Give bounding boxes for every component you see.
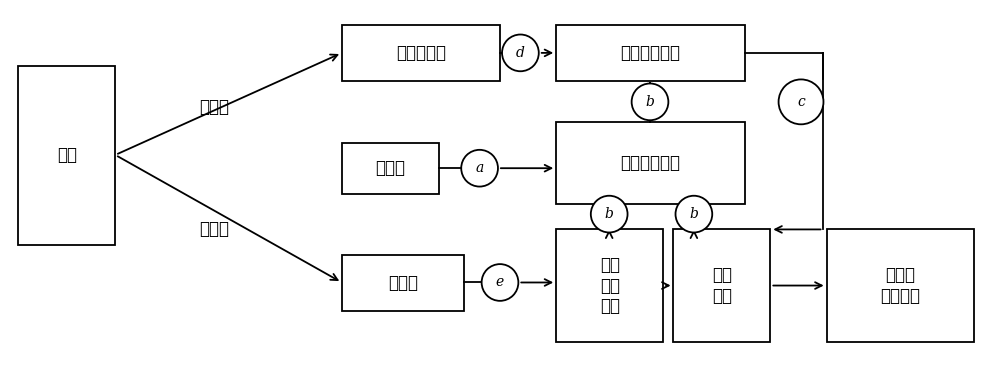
Circle shape bbox=[676, 196, 712, 232]
Bar bbox=[556, 229, 663, 342]
Bar bbox=[673, 229, 770, 342]
Text: 探测器: 探测器 bbox=[388, 274, 418, 292]
Text: c: c bbox=[797, 95, 805, 109]
Text: 返回光: 返回光 bbox=[199, 221, 229, 239]
Text: 模数
转换
模块: 模数 转换 模块 bbox=[600, 256, 620, 315]
Text: d: d bbox=[516, 46, 525, 60]
Circle shape bbox=[591, 196, 628, 232]
Bar bbox=[556, 25, 745, 81]
Text: 时钟分配模块: 时钟分配模块 bbox=[621, 154, 681, 172]
Text: b: b bbox=[646, 95, 654, 109]
Text: a: a bbox=[475, 161, 484, 175]
Bar bbox=[342, 255, 464, 311]
Text: b: b bbox=[689, 207, 698, 221]
Text: 发射光: 发射光 bbox=[199, 98, 229, 116]
Text: 显示或
传输模块: 显示或 传输模块 bbox=[881, 266, 921, 305]
Bar bbox=[827, 229, 974, 342]
Bar bbox=[342, 25, 500, 81]
Text: b: b bbox=[605, 207, 614, 221]
Text: 时钟源: 时钟源 bbox=[375, 159, 405, 177]
Text: e: e bbox=[496, 276, 504, 290]
Circle shape bbox=[632, 84, 668, 120]
Bar bbox=[556, 122, 745, 204]
Circle shape bbox=[779, 79, 823, 124]
Text: 目标: 目标 bbox=[57, 146, 77, 164]
Bar bbox=[18, 66, 115, 245]
Bar bbox=[342, 143, 439, 194]
Circle shape bbox=[482, 264, 518, 301]
Circle shape bbox=[502, 34, 539, 71]
Text: 连续激光器: 连续激光器 bbox=[396, 44, 446, 62]
Circle shape bbox=[461, 150, 498, 186]
Text: 激光驱动模块: 激光驱动模块 bbox=[621, 44, 681, 62]
Text: 主控
模块: 主控 模块 bbox=[712, 266, 732, 305]
